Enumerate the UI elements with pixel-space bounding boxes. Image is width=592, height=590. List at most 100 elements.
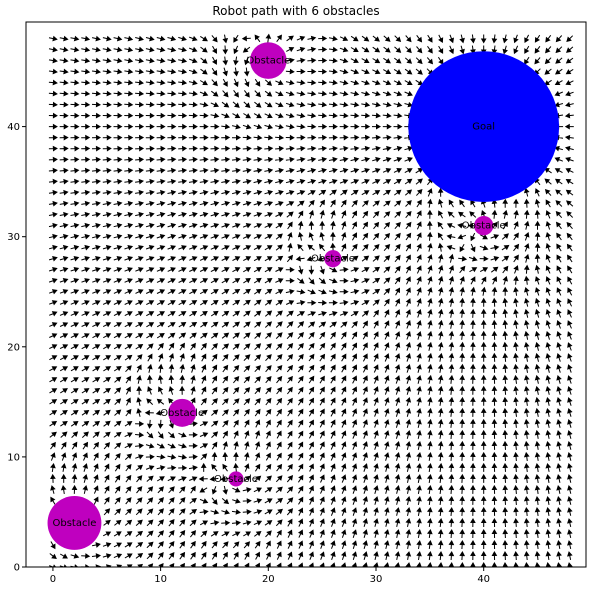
field-arrow [544,188,552,196]
field-arrow [394,276,401,285]
field-arrow [91,101,102,108]
field-arrow [427,231,433,241]
field-arrow [448,319,455,329]
field-arrow [513,462,519,472]
field-arrow [480,506,487,516]
field-arrow [157,486,164,494]
field-arrow [480,330,487,340]
field-arrow [199,421,209,427]
field-arrow [480,209,487,219]
field-arrow [427,287,433,296]
field-arrow [71,473,78,483]
field-arrow [437,187,444,197]
field-arrow [49,553,57,560]
field-arrow [437,440,444,450]
field-arrow [448,308,455,318]
field-arrow [242,200,252,207]
field-arrow [189,311,198,317]
field-arrow [339,68,349,75]
field-arrow [384,309,390,318]
field-arrow [211,364,218,373]
field-arrow [567,518,573,528]
field-arrow [48,189,58,196]
field-arrow [351,386,358,395]
field-arrow [199,211,209,218]
field-arrow [502,275,508,285]
field-arrow [383,255,391,262]
field-arrow [480,34,487,44]
field-arrow [437,528,444,538]
field-arrow [318,35,328,42]
field-arrow [210,245,220,251]
field-arrow [393,101,403,108]
field-arrow [567,496,573,505]
field-arrow [373,496,379,505]
field-arrow [394,243,401,252]
field-arrow [545,231,552,241]
field-arrow [146,300,155,306]
field-arrow [328,90,338,97]
field-arrow [319,430,325,439]
field-arrow [243,288,251,295]
field-arrow [341,408,347,417]
field-arrow [328,35,338,42]
field-arrow [275,255,284,262]
field-arrow [59,189,69,196]
field-arrow [200,397,207,406]
field-arrow [307,244,315,251]
field-arrow [480,341,487,351]
field-arrow [113,101,123,108]
field-arrow [125,497,132,505]
field-arrow [470,507,476,516]
field-arrow [545,539,552,549]
field-arrow [297,231,304,241]
field-arrow [416,473,422,483]
field-arrow [394,320,401,329]
field-arrow [48,167,58,174]
field-arrow [275,145,285,152]
field-arrow [50,473,56,483]
x-tick-label: 10 [154,574,167,585]
obstacle-label: Obstacle [53,518,97,529]
field-arrow [470,34,476,44]
field-arrow [254,321,262,328]
field-arrow [319,485,325,494]
field-arrow [308,353,315,362]
field-arrow [351,452,358,461]
field-arrow [124,300,133,306]
field-arrow [145,256,155,262]
field-arrow [243,310,251,317]
field-arrow [480,396,487,406]
field-arrow [178,222,187,229]
field-arrow [156,79,166,86]
field-arrow [556,265,562,274]
field-arrow [189,497,197,504]
field-arrow [92,409,100,416]
field-arrow [221,134,231,141]
field-arrow [233,34,239,43]
field-arrow [210,145,220,152]
field-arrow [102,256,112,262]
field-arrow [513,495,519,505]
field-arrow [222,463,228,472]
field-arrow [308,342,315,351]
field-arrow [523,209,530,219]
field-arrow [480,451,487,461]
field-arrow [491,540,498,550]
field-arrow [384,485,390,494]
field-arrow [318,156,328,163]
field-arrow [362,221,369,230]
field-arrow [437,539,444,550]
field-arrow [554,80,563,85]
field-arrow [113,278,123,284]
field-arrow [178,156,188,163]
field-arrow [373,232,380,241]
field-arrow [135,322,144,328]
field-arrow [447,211,455,218]
field-arrow [513,518,519,527]
field-arrow [178,101,188,108]
field-arrow [523,507,530,516]
field-arrow [459,507,466,516]
field-arrow [48,156,58,163]
x-tick-label: 20 [262,574,275,585]
